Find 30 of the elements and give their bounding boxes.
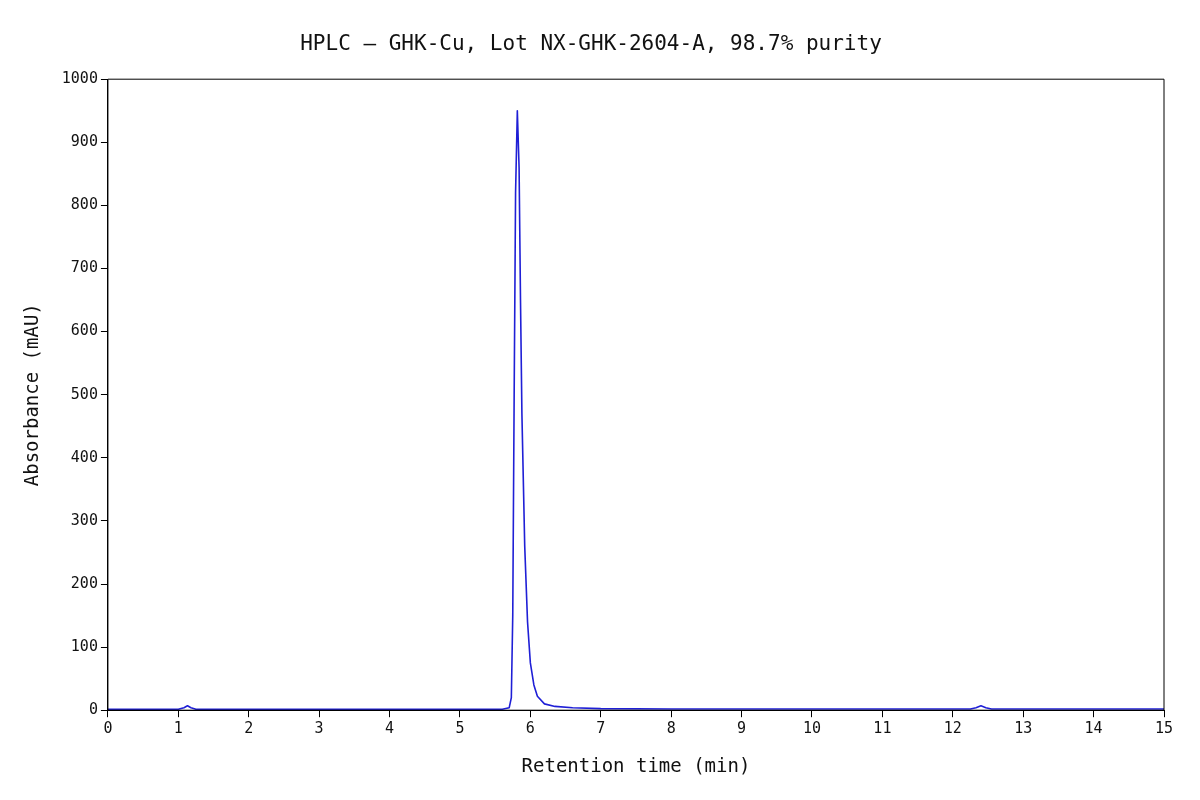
y-tick-label: 800 <box>70 195 98 214</box>
y-tick-label: 400 <box>70 447 98 466</box>
x-tick-label: 10 <box>802 719 822 738</box>
x-tick-label: 2 <box>244 719 254 738</box>
x-tick-label: 8 <box>666 719 676 738</box>
x-tick-label: 5 <box>455 719 465 738</box>
y-tick-label: 600 <box>70 321 98 340</box>
y-tick-label: 500 <box>70 384 98 403</box>
x-tick-label: 7 <box>596 719 606 738</box>
x-tick-label: 12 <box>943 719 962 738</box>
y-tick-label: 200 <box>70 573 98 592</box>
x-tick-label: 0 <box>103 719 113 738</box>
x-tick-label: 15 <box>1154 719 1174 738</box>
x-tick-label: 3 <box>314 719 324 738</box>
x-axis-title: Retention time (min) <box>521 753 751 776</box>
x-tick-label: 1 <box>173 719 183 738</box>
y-tick-label: 1000 <box>61 69 98 88</box>
y-tick-label: 900 <box>70 132 98 151</box>
x-tick-label: 9 <box>737 719 747 738</box>
y-tick-label: 0 <box>88 700 98 719</box>
y-tick-label: 700 <box>70 258 98 277</box>
x-tick-label: 14 <box>1084 719 1103 738</box>
y-tick-label: 300 <box>70 510 98 529</box>
chart-title: HPLC — GHK-Cu, Lot NX-GHK-2604-A, 98.7% purity <box>300 31 882 56</box>
y-tick-label: 100 <box>70 636 98 655</box>
x-tick-label: 4 <box>385 719 395 738</box>
x-tick-label: 13 <box>1014 719 1033 738</box>
x-tick-label: 6 <box>525 719 535 738</box>
x-tick-label: 11 <box>873 719 892 738</box>
y-axis-title: Absorbance (mAU) <box>20 303 43 487</box>
